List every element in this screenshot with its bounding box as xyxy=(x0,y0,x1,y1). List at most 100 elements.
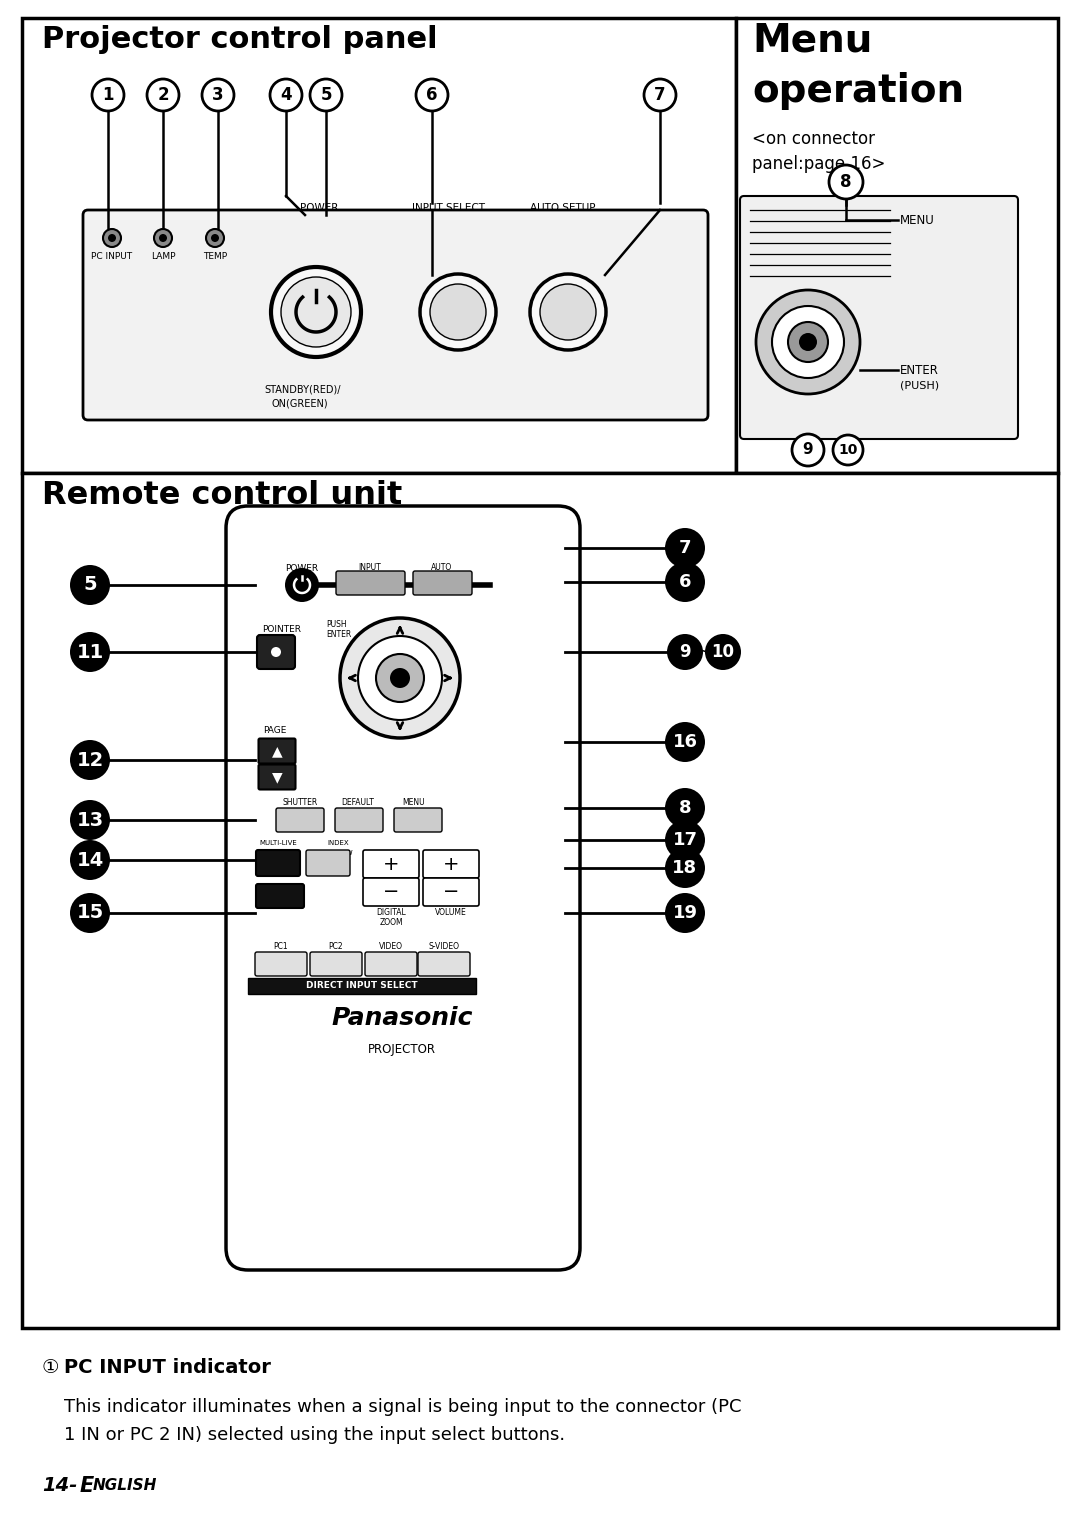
Text: VOLUME: VOLUME xyxy=(435,908,467,917)
Circle shape xyxy=(271,267,361,357)
Circle shape xyxy=(108,235,116,242)
Circle shape xyxy=(799,333,816,351)
FancyBboxPatch shape xyxy=(363,849,419,878)
Circle shape xyxy=(665,788,705,828)
Circle shape xyxy=(159,235,167,242)
Text: 8: 8 xyxy=(840,173,852,192)
Text: DEFAULT: DEFAULT xyxy=(341,799,375,806)
Circle shape xyxy=(103,228,121,247)
Circle shape xyxy=(829,166,863,199)
Text: ON(GREEN): ON(GREEN) xyxy=(272,399,328,408)
Circle shape xyxy=(416,80,448,110)
Circle shape xyxy=(756,290,860,394)
Text: +: + xyxy=(443,854,459,874)
Text: MENU: MENU xyxy=(403,799,426,806)
Circle shape xyxy=(665,848,705,888)
Text: (PUSH): (PUSH) xyxy=(900,380,940,389)
Text: 1 IN or PC 2 IN) selected using the input select buttons.: 1 IN or PC 2 IN) selected using the inpu… xyxy=(64,1426,565,1444)
Text: 10: 10 xyxy=(838,443,858,457)
Text: E: E xyxy=(80,1476,94,1496)
FancyBboxPatch shape xyxy=(258,739,296,763)
Text: INPUT SELECT: INPUT SELECT xyxy=(411,202,485,213)
Text: Projector control panel: Projector control panel xyxy=(42,25,437,54)
Text: PC1: PC1 xyxy=(273,941,288,950)
FancyBboxPatch shape xyxy=(310,952,362,977)
Text: 7: 7 xyxy=(678,540,691,556)
Circle shape xyxy=(154,228,172,247)
Text: Remote control unit: Remote control unit xyxy=(42,480,402,510)
Circle shape xyxy=(92,80,124,110)
Circle shape xyxy=(540,284,596,340)
Text: 8: 8 xyxy=(678,799,691,817)
Circle shape xyxy=(270,80,302,110)
Text: 12: 12 xyxy=(77,751,104,770)
Text: PUSH
ENTER: PUSH ENTER xyxy=(326,619,351,639)
Text: AUTO
SETUP: AUTO SETUP xyxy=(430,563,454,581)
Text: Panasonic: Panasonic xyxy=(332,1006,473,1030)
Text: VIDEO: VIDEO xyxy=(379,941,403,950)
Circle shape xyxy=(70,566,110,606)
Text: PC2: PC2 xyxy=(328,941,343,950)
Text: 17: 17 xyxy=(673,831,698,849)
Circle shape xyxy=(357,636,442,721)
Circle shape xyxy=(792,434,824,466)
Text: DIGITAL
ZOOM: DIGITAL ZOOM xyxy=(376,908,406,927)
Circle shape xyxy=(390,668,410,688)
Text: operation: operation xyxy=(752,72,964,110)
Text: 6: 6 xyxy=(427,86,437,104)
Text: 11: 11 xyxy=(77,642,104,662)
FancyBboxPatch shape xyxy=(258,765,296,789)
Circle shape xyxy=(211,235,219,242)
FancyBboxPatch shape xyxy=(257,635,295,668)
Text: STANDBY(RED)/: STANDBY(RED)/ xyxy=(264,385,340,396)
Text: MULTI-LIVE: MULTI-LIVE xyxy=(259,840,297,846)
Text: 9: 9 xyxy=(802,443,813,457)
FancyBboxPatch shape xyxy=(256,885,303,908)
Text: PC INPUT: PC INPUT xyxy=(92,251,133,261)
FancyBboxPatch shape xyxy=(335,808,383,832)
Circle shape xyxy=(665,722,705,762)
Bar xyxy=(248,978,476,993)
Text: INPUT
SELECT: INPUT SELECT xyxy=(355,563,384,581)
Text: 1: 1 xyxy=(103,86,113,104)
Text: INDEX: INDEX xyxy=(327,840,349,846)
FancyBboxPatch shape xyxy=(255,952,307,977)
FancyBboxPatch shape xyxy=(394,808,442,832)
Text: 16: 16 xyxy=(673,733,698,751)
Circle shape xyxy=(271,647,281,658)
Circle shape xyxy=(788,322,828,362)
Text: MENU: MENU xyxy=(900,213,935,227)
Text: 14-: 14- xyxy=(42,1476,78,1495)
Text: 6: 6 xyxy=(678,573,691,592)
Text: ENTER: ENTER xyxy=(900,363,939,377)
Text: AUTO SETUP: AUTO SETUP xyxy=(530,202,595,213)
Circle shape xyxy=(705,635,741,670)
Text: 5: 5 xyxy=(321,86,332,104)
Text: −: − xyxy=(382,883,400,901)
Text: POWER: POWER xyxy=(285,564,319,573)
Text: S-VIDEO: S-VIDEO xyxy=(429,941,459,950)
Circle shape xyxy=(430,284,486,340)
FancyBboxPatch shape xyxy=(365,952,417,977)
Text: 4: 4 xyxy=(280,86,292,104)
Text: PROJECTOR: PROJECTOR xyxy=(368,1044,436,1056)
Circle shape xyxy=(833,435,863,464)
Text: 19: 19 xyxy=(673,904,698,921)
Text: NGLISH: NGLISH xyxy=(93,1478,158,1493)
Circle shape xyxy=(772,307,843,379)
Circle shape xyxy=(285,569,319,602)
Text: DIRECT INPUT SELECT: DIRECT INPUT SELECT xyxy=(307,981,418,990)
Text: SHUTTER: SHUTTER xyxy=(282,799,318,806)
Circle shape xyxy=(665,527,705,569)
Text: ▲: ▲ xyxy=(272,744,282,757)
Text: LAMP: LAMP xyxy=(151,251,175,261)
FancyBboxPatch shape xyxy=(423,878,480,906)
Bar xyxy=(22,474,1058,1328)
Circle shape xyxy=(667,635,703,670)
Text: 14: 14 xyxy=(77,851,104,869)
Text: ~: ~ xyxy=(697,642,713,662)
Circle shape xyxy=(206,228,224,247)
Circle shape xyxy=(281,277,351,346)
Text: −: − xyxy=(443,883,459,901)
FancyBboxPatch shape xyxy=(306,849,350,875)
